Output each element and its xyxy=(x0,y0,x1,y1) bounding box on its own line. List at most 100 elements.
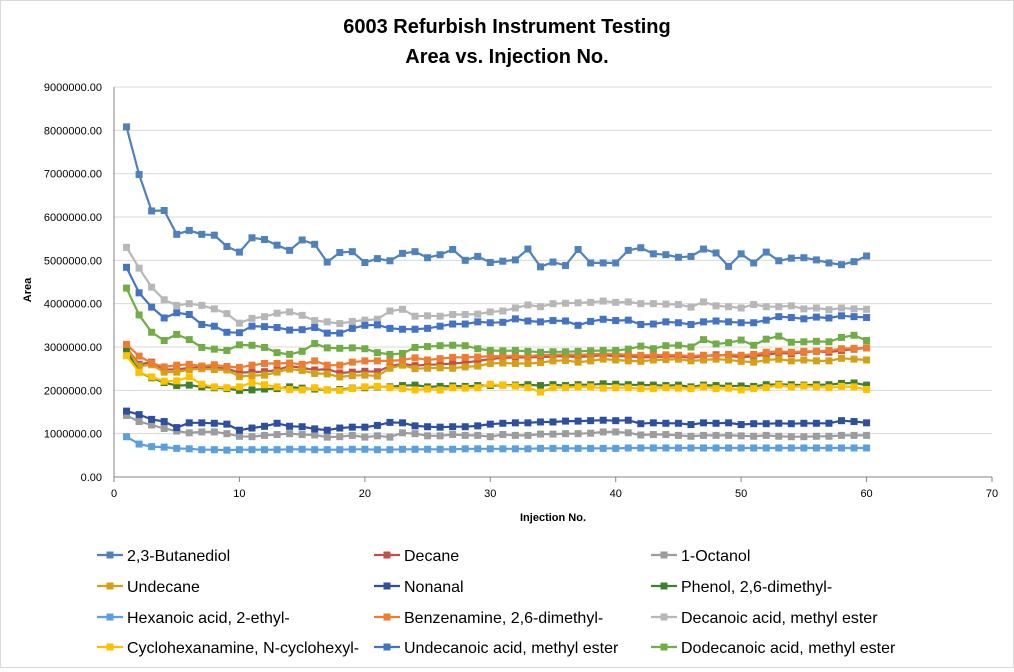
data-point xyxy=(123,433,131,441)
data-point xyxy=(185,300,193,308)
data-point xyxy=(800,433,808,441)
data-point xyxy=(700,318,708,326)
data-point xyxy=(587,317,595,325)
data-point xyxy=(812,357,820,365)
data-point xyxy=(800,254,808,262)
data-point xyxy=(148,373,156,381)
data-point xyxy=(198,362,206,370)
data-point xyxy=(674,351,682,359)
data-point xyxy=(348,445,356,453)
data-point xyxy=(373,432,381,440)
data-point xyxy=(637,300,645,308)
data-point xyxy=(173,424,181,432)
data-point xyxy=(424,312,432,320)
data-point xyxy=(235,383,243,391)
data-point xyxy=(825,346,833,354)
data-point xyxy=(825,338,833,346)
data-point xyxy=(825,357,833,365)
data-point xyxy=(461,320,469,328)
data-point xyxy=(148,283,156,291)
data-point xyxy=(449,311,457,318)
data-point xyxy=(863,419,871,427)
data-point xyxy=(499,307,507,315)
data-point xyxy=(863,314,871,322)
data-point xyxy=(173,368,181,376)
data-point xyxy=(286,359,294,367)
data-point xyxy=(725,431,733,439)
data-point xyxy=(135,418,143,426)
data-point xyxy=(348,431,356,439)
data-point xyxy=(424,445,432,453)
data-point xyxy=(148,359,156,367)
data-point xyxy=(160,337,168,344)
data-point xyxy=(775,355,783,363)
data-point xyxy=(536,444,544,452)
data-point xyxy=(787,338,795,346)
data-point xyxy=(173,361,181,369)
data-point xyxy=(649,351,657,359)
data-point xyxy=(662,384,670,392)
data-point xyxy=(712,431,720,439)
data-point xyxy=(160,207,168,214)
data-point xyxy=(210,305,218,313)
data-point xyxy=(762,356,770,364)
data-point xyxy=(687,357,695,365)
data-point xyxy=(348,324,356,332)
data-point xyxy=(436,251,444,259)
data-point xyxy=(737,336,745,344)
data-point xyxy=(386,350,394,358)
data-point xyxy=(261,385,269,393)
data-point xyxy=(386,357,394,365)
data-point xyxy=(499,347,507,355)
data-point xyxy=(549,430,557,438)
data-point xyxy=(787,420,795,428)
data-point xyxy=(411,325,419,333)
data-point xyxy=(725,384,733,392)
data-point xyxy=(235,319,243,327)
data-point xyxy=(210,345,218,353)
data-point xyxy=(762,335,770,343)
data-point xyxy=(612,259,620,267)
data-point xyxy=(662,356,670,364)
data-point xyxy=(361,445,369,453)
legend-label: Nonanal xyxy=(404,579,464,596)
chart-subtitle: Area vs. Injection No. xyxy=(405,46,608,68)
data-point xyxy=(411,248,419,256)
legend-swatch-marker xyxy=(660,643,668,651)
data-point xyxy=(135,264,143,272)
data-point xyxy=(449,384,457,392)
x-tick-label: 70 xyxy=(986,488,998,500)
data-point xyxy=(612,346,620,354)
data-point xyxy=(524,419,532,427)
data-point xyxy=(587,347,595,355)
data-point xyxy=(687,444,695,452)
data-point xyxy=(424,356,432,364)
x-tick-label: 10 xyxy=(233,488,245,500)
data-point xyxy=(474,318,482,326)
data-point xyxy=(185,419,193,427)
data-point xyxy=(725,318,733,326)
data-point xyxy=(336,424,344,432)
data-point xyxy=(348,317,356,325)
data-point xyxy=(173,330,181,338)
data-point xyxy=(311,340,319,348)
data-point xyxy=(160,314,168,322)
data-point xyxy=(649,356,657,364)
y-tick-label: 9000000.00 xyxy=(44,82,102,94)
data-point xyxy=(198,380,206,388)
data-point xyxy=(549,300,557,308)
data-point xyxy=(323,433,331,441)
data-point xyxy=(223,363,231,370)
x-tick-label: 0 xyxy=(111,488,117,500)
data-point xyxy=(311,240,319,248)
data-point xyxy=(624,345,632,353)
data-point xyxy=(725,350,733,358)
data-point xyxy=(286,246,294,254)
data-point xyxy=(687,421,695,429)
legend-label: Decanoic acid, methyl ester xyxy=(681,610,878,627)
data-point xyxy=(674,444,682,452)
legend: 2,3-Butanediol Decane 1-Octanol Undecane Non… xyxy=(97,548,896,657)
data-point xyxy=(837,431,845,439)
data-point xyxy=(235,372,243,380)
data-point xyxy=(235,446,243,454)
